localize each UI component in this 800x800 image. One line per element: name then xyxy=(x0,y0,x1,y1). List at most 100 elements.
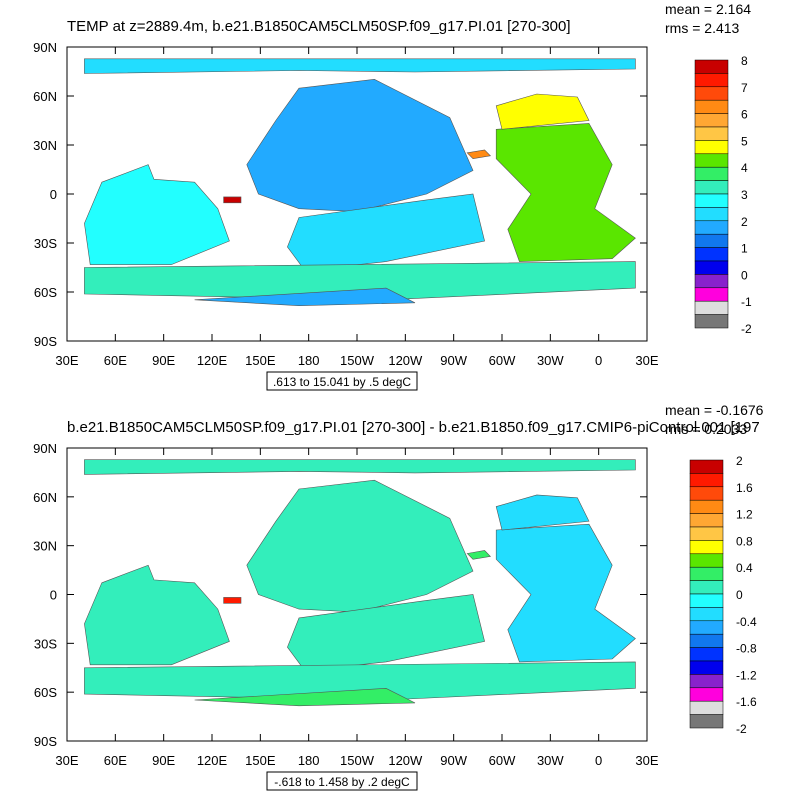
ocean-region-atlantic xyxy=(495,523,636,663)
panel-title: b.e21.B1850CAM5CLM50SP.f09_g17.PI.01 [27… xyxy=(67,419,760,436)
colorbar-swatch xyxy=(694,73,729,88)
panel-2: b.e21.B1850CAM5CLM50SP.f09_g17.PI.01 [27… xyxy=(33,402,764,791)
colorbar-label: 1.6 xyxy=(736,481,753,495)
ocean-region-red-sea-patch xyxy=(466,149,492,160)
colorbar-swatch xyxy=(689,580,724,595)
ocean-region-atlantic-north xyxy=(495,494,590,531)
ocean-region-arctic xyxy=(84,459,636,475)
x-tick-label: 60E xyxy=(104,753,127,768)
colorbar-swatch xyxy=(694,180,729,195)
x-tick-label: 90W xyxy=(440,753,467,768)
ocean-region-atlantic xyxy=(495,123,636,262)
colorbar-label: 0 xyxy=(736,588,743,602)
ocean-region-southern xyxy=(84,261,636,301)
colorbar-label: 6 xyxy=(741,108,748,122)
colorbar-label: 7 xyxy=(741,81,748,95)
x-tick-label: 30E xyxy=(55,753,78,768)
stat-label: mean = -0.1676 xyxy=(665,402,764,418)
stat-label: mean = 2.164 xyxy=(665,1,751,17)
y-tick-label: 30N xyxy=(33,138,57,153)
x-tick-label: 0 xyxy=(595,753,602,768)
contour-info-label: .613 to 15.041 by .5 degC xyxy=(273,375,411,389)
x-tick-label: 120E xyxy=(197,753,228,768)
ocean-region-mediterranean xyxy=(223,597,242,604)
y-tick-label: 60S xyxy=(34,285,57,300)
colorbar-swatch xyxy=(694,99,729,114)
x-tick-label: 150E xyxy=(245,353,276,368)
colorbar-label: 4 xyxy=(741,161,748,175)
contour-info-box xyxy=(266,771,418,791)
y-tick-label: 60N xyxy=(33,89,57,104)
colorbar-label: 2 xyxy=(736,454,743,468)
colorbar-swatch xyxy=(689,540,724,555)
ocean-region-arctic xyxy=(84,58,636,74)
colorbar-swatch xyxy=(689,526,724,541)
colorbar-swatch xyxy=(689,700,724,715)
colorbar-swatch xyxy=(694,233,729,248)
colorbar-swatch xyxy=(694,300,729,315)
colorbar-label: 8 xyxy=(741,54,748,68)
colorbar-swatch xyxy=(689,714,724,729)
colorbar-label: 0 xyxy=(741,268,748,282)
colorbar-label: -1.6 xyxy=(736,695,757,709)
colorbar-swatch xyxy=(694,274,729,289)
colorbar-label: 1 xyxy=(741,242,748,256)
colorbar-label: -1 xyxy=(741,295,752,309)
colorbar-swatch xyxy=(694,59,729,74)
colorbar-swatch xyxy=(694,314,729,329)
x-tick-label: 30W xyxy=(537,753,564,768)
x-tick-label: 120W xyxy=(388,353,423,368)
colorbar-swatch xyxy=(689,687,724,702)
ocean-region-pacific-south xyxy=(287,594,485,672)
colorbar-swatch xyxy=(689,513,724,528)
x-tick-label: 60W xyxy=(489,353,516,368)
colorbar-swatch xyxy=(694,126,729,141)
colorbar-label: 0.8 xyxy=(736,534,753,548)
colorbar-label: -0.8 xyxy=(736,642,757,656)
ocean-region-indian xyxy=(84,564,230,666)
colorbar-swatch xyxy=(694,140,729,155)
colorbar-label: 0.4 xyxy=(736,561,753,575)
colorbar-swatch xyxy=(689,566,724,581)
colorbar-swatch xyxy=(689,674,724,689)
contour-info-label: -.618 to 1.458 by .2 degC xyxy=(274,775,410,789)
colorbar-swatch xyxy=(689,459,724,474)
ocean-region-antarctic-shelf xyxy=(194,287,416,307)
ocean-region-southern xyxy=(84,661,636,701)
colorbar-swatch xyxy=(689,633,724,648)
y-tick-label: 30S xyxy=(34,636,57,651)
colorbar-swatch xyxy=(694,113,729,128)
colorbar-label: -2 xyxy=(736,722,747,736)
colorbar-swatch xyxy=(694,247,729,262)
x-tick-label: 180 xyxy=(298,753,320,768)
x-tick-label: 30E xyxy=(635,753,658,768)
colorbar-swatch xyxy=(689,486,724,501)
colorbar-swatch xyxy=(689,499,724,514)
colorbar-label: -0.4 xyxy=(736,615,757,629)
ocean-region-atlantic-north xyxy=(495,93,590,130)
y-tick-label: 60S xyxy=(34,685,57,700)
colorbar-swatch xyxy=(689,660,724,675)
y-tick-label: 90S xyxy=(34,734,57,749)
colorbar-swatch xyxy=(694,207,729,222)
y-tick-label: 30N xyxy=(33,539,57,554)
x-tick-label: 60W xyxy=(489,753,516,768)
colorbar-swatch xyxy=(694,287,729,302)
x-tick-label: 0 xyxy=(595,353,602,368)
colorbar-swatch xyxy=(689,473,724,488)
ocean-region-antarctic-shelf xyxy=(194,687,416,707)
x-tick-label: 60E xyxy=(104,353,127,368)
colorbar-label: -2 xyxy=(741,322,752,336)
colorbar-label: 5 xyxy=(741,134,748,148)
panel-1: TEMP at z=2889.4m, b.e21.B1850CAM5CLM50S… xyxy=(33,1,752,391)
y-tick-label: 0 xyxy=(50,187,57,202)
colorbar-swatch xyxy=(694,220,729,235)
colorbar-swatch xyxy=(689,593,724,608)
y-tick-label: 90N xyxy=(33,441,57,456)
x-tick-label: 30E xyxy=(635,353,658,368)
x-tick-label: 30W xyxy=(537,353,564,368)
x-tick-label: 90W xyxy=(440,353,467,368)
x-tick-label: 180 xyxy=(298,353,320,368)
x-tick-label: 150E xyxy=(245,753,276,768)
